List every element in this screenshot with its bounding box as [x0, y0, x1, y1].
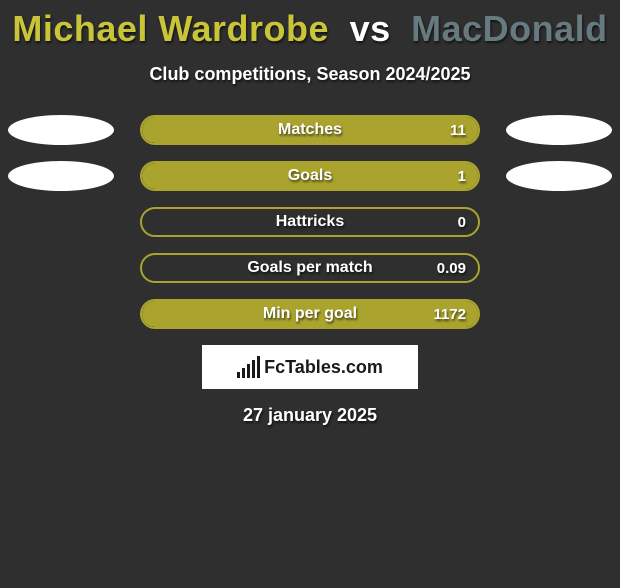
logo-text: FcTables.com	[264, 357, 383, 378]
stat-bar: Hattricks0	[140, 207, 480, 237]
stat-row: Min per goal1172	[0, 299, 620, 329]
stat-bar: Goals per match0.09	[140, 253, 480, 283]
right-pill	[506, 161, 612, 191]
left-pill	[8, 161, 114, 191]
competition-subtitle: Club competitions, Season 2024/2025	[0, 64, 620, 85]
player1-name: Michael Wardrobe	[12, 8, 329, 49]
stat-value: 0.09	[437, 255, 466, 281]
left-pill	[8, 115, 114, 145]
stat-bar-fill	[142, 163, 478, 189]
fctables-logo: FcTables.com	[202, 345, 418, 389]
comparison-title: Michael Wardrobe vs MacDonald	[0, 8, 620, 50]
stat-bar: Matches11	[140, 115, 480, 145]
stat-row: Goals1	[0, 161, 620, 191]
stat-bar-fill	[142, 301, 478, 327]
stat-bar: Min per goal1172	[140, 299, 480, 329]
stat-bar: Goals1	[140, 161, 480, 191]
vs-text: vs	[350, 8, 391, 49]
snapshot-date: 27 january 2025	[0, 405, 620, 426]
stat-row: Matches11	[0, 115, 620, 145]
stat-label: Hattricks	[142, 209, 478, 235]
stat-value: 0	[458, 209, 466, 235]
stat-bar-fill	[142, 117, 478, 143]
stat-row: Goals per match0.09	[0, 253, 620, 283]
stats-container: Matches11 Goals1 Hattricks0 Goals per match…	[0, 115, 620, 329]
stat-label: Goals per match	[142, 255, 478, 281]
stat-row: Hattricks0	[0, 207, 620, 237]
logo-bars-icon	[237, 356, 260, 378]
player2-name: MacDonald	[411, 8, 608, 49]
right-pill	[506, 115, 612, 145]
